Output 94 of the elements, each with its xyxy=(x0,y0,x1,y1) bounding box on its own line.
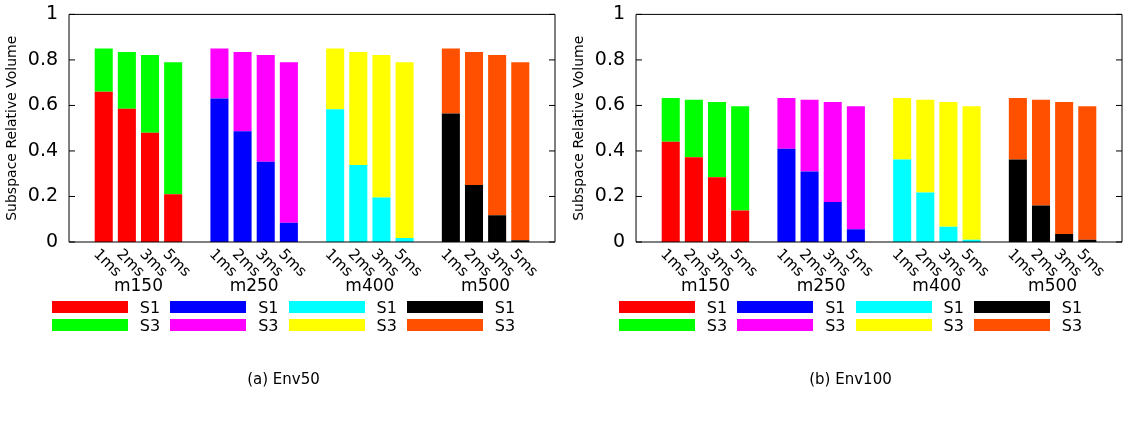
bar xyxy=(94,48,113,92)
text: m400 xyxy=(345,275,395,296)
bar xyxy=(140,132,160,242)
y-tick-label: 0.6 xyxy=(27,92,59,115)
bar xyxy=(893,97,912,160)
bar xyxy=(395,62,414,238)
legend-label: S3 xyxy=(943,315,964,335)
bar xyxy=(707,102,727,178)
bar xyxy=(684,99,703,158)
bar xyxy=(210,48,229,99)
y-tick-label: 0.2 xyxy=(594,183,626,206)
y-tick-label: 0.4 xyxy=(594,137,626,160)
y-tick-label: 0.2 xyxy=(27,183,59,206)
bar xyxy=(140,54,160,133)
legend-label: S1 xyxy=(258,297,279,317)
text: m250 xyxy=(796,275,846,296)
legend-label: S3 xyxy=(258,315,279,335)
text: m500 xyxy=(1028,275,1078,296)
bar xyxy=(349,165,368,242)
bar xyxy=(164,62,183,195)
bar xyxy=(349,51,368,166)
text: m250 xyxy=(229,275,279,296)
bar xyxy=(256,54,275,162)
bar xyxy=(94,91,113,242)
bar xyxy=(939,102,958,227)
legend-label: S3 xyxy=(825,315,846,335)
legend-label: S1 xyxy=(706,297,728,317)
bar xyxy=(684,157,703,242)
bar xyxy=(800,99,819,172)
bar xyxy=(777,148,796,242)
bar xyxy=(823,201,842,242)
bar xyxy=(1055,102,1074,235)
bar xyxy=(823,102,842,202)
bar xyxy=(326,48,345,110)
bar xyxy=(233,51,252,132)
text: (a) Env50 xyxy=(246,370,321,388)
y-tick-label: 0.8 xyxy=(594,46,626,69)
bar xyxy=(846,106,865,230)
legend-label: S1 xyxy=(943,297,964,317)
text: m400 xyxy=(912,275,962,296)
legend-label: S3 xyxy=(139,315,161,335)
bar xyxy=(117,108,136,242)
bar xyxy=(661,97,680,142)
text: m150 xyxy=(680,275,730,296)
y-tick-label: 0 xyxy=(45,228,59,251)
y-tick-label: 1 xyxy=(45,1,59,24)
legend-label: S3 xyxy=(494,315,516,335)
bar xyxy=(372,197,391,242)
bar xyxy=(326,109,345,242)
legend-label: S1 xyxy=(376,297,397,317)
bar xyxy=(279,62,298,223)
y-tick-label: 0.4 xyxy=(27,137,59,160)
bar xyxy=(372,54,391,198)
bar xyxy=(1078,106,1097,240)
bar xyxy=(511,62,530,241)
legend-label: S3 xyxy=(1061,315,1083,335)
bar xyxy=(279,222,298,242)
bar xyxy=(210,98,229,242)
legend-label: S3 xyxy=(376,315,397,335)
bar xyxy=(164,194,183,242)
bar xyxy=(707,177,727,242)
bar xyxy=(939,226,958,242)
legend-label: S1 xyxy=(494,297,516,317)
bar xyxy=(441,48,460,114)
bar xyxy=(777,97,796,149)
bar xyxy=(464,51,484,186)
y-tick-label: 0 xyxy=(612,228,626,251)
bar xyxy=(731,210,750,242)
text: m500 xyxy=(461,275,511,296)
bar xyxy=(1008,97,1027,160)
bar xyxy=(233,131,252,242)
bar xyxy=(488,54,507,216)
y-axis-title: Subspace Relative Volume xyxy=(570,35,587,221)
text: m150 xyxy=(113,275,163,296)
legend-label: S1 xyxy=(825,297,846,317)
y-axis-title: Subspace Relative Volume xyxy=(3,35,20,221)
bar xyxy=(893,159,912,242)
legend-label: S1 xyxy=(139,297,161,317)
bar xyxy=(846,229,865,242)
bar xyxy=(1031,99,1051,206)
bar xyxy=(916,99,935,193)
y-tick-label: 0.8 xyxy=(27,46,59,69)
bar xyxy=(962,106,981,240)
legend-label: S1 xyxy=(1061,297,1083,317)
bar xyxy=(731,106,750,211)
bar xyxy=(256,161,275,242)
y-tick-label: 1 xyxy=(612,1,626,24)
bar xyxy=(916,192,935,242)
legend-label: S3 xyxy=(706,315,728,335)
bar xyxy=(661,141,680,242)
text: (b) Env100 xyxy=(808,370,893,388)
bar xyxy=(117,51,136,109)
bar xyxy=(800,171,819,242)
y-tick-label: 0.6 xyxy=(594,92,626,115)
